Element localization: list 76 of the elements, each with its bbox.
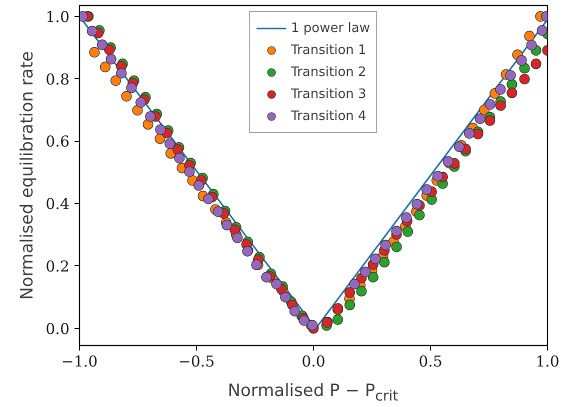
point bbox=[379, 256, 390, 268]
point bbox=[136, 97, 146, 108]
point bbox=[414, 210, 425, 220]
point bbox=[401, 212, 412, 223]
point bbox=[110, 75, 122, 86]
point bbox=[194, 180, 204, 191]
point bbox=[96, 40, 108, 50]
point bbox=[203, 194, 214, 204]
point bbox=[86, 26, 98, 36]
y-tick-label: 1.0 bbox=[46, 8, 70, 26]
point bbox=[104, 44, 115, 56]
point bbox=[516, 55, 527, 66]
x-tick-label: 1.0 bbox=[536, 352, 560, 370]
point bbox=[164, 138, 176, 149]
point bbox=[344, 300, 356, 310]
point bbox=[412, 198, 422, 210]
point bbox=[464, 128, 475, 139]
point bbox=[145, 111, 156, 122]
point bbox=[368, 272, 378, 282]
point bbox=[155, 124, 166, 135]
point bbox=[184, 166, 195, 178]
point bbox=[212, 206, 224, 217]
point bbox=[484, 99, 496, 110]
point bbox=[271, 278, 282, 290]
y-tick-label: 0.4 bbox=[46, 195, 70, 214]
y-axis-title: Normalised equilibration rate bbox=[18, 51, 38, 300]
point bbox=[519, 74, 530, 84]
point bbox=[261, 272, 272, 282]
point bbox=[495, 84, 506, 95]
point bbox=[391, 226, 402, 236]
point bbox=[106, 54, 116, 64]
point bbox=[332, 314, 344, 325]
x-tick-label: 0.0 bbox=[302, 352, 326, 370]
point bbox=[174, 152, 185, 164]
point bbox=[526, 40, 537, 50]
point bbox=[505, 70, 516, 81]
point bbox=[484, 115, 496, 126]
y-tick-label: 0.6 bbox=[46, 132, 70, 151]
point bbox=[126, 82, 137, 94]
point bbox=[232, 232, 243, 244]
y-tick-label: 0.8 bbox=[46, 70, 70, 88]
point bbox=[380, 240, 391, 250]
legend-label: Transition 1 bbox=[291, 42, 366, 58]
point bbox=[360, 266, 371, 278]
x-tick-label: 0.5 bbox=[418, 352, 442, 370]
point bbox=[116, 68, 127, 78]
x-tick-label: −0.5 bbox=[178, 352, 215, 370]
legend-label: Transition 2 bbox=[291, 64, 366, 80]
point bbox=[349, 278, 360, 290]
legend-label: 1 power law bbox=[291, 20, 370, 36]
y-tick-label: 0.0 bbox=[46, 320, 70, 338]
point bbox=[356, 286, 367, 297]
point bbox=[524, 30, 535, 42]
point bbox=[222, 220, 232, 230]
point bbox=[536, 25, 548, 36]
legend-label: Transition 3 bbox=[291, 86, 366, 102]
point bbox=[370, 253, 381, 264]
point bbox=[289, 306, 300, 316]
point bbox=[280, 292, 291, 302]
x-axis-title: Normalised P − P$_{crit}$ bbox=[226, 381, 400, 406]
point bbox=[132, 105, 143, 116]
point bbox=[391, 242, 402, 252]
point bbox=[530, 58, 542, 70]
point bbox=[89, 47, 100, 58]
point bbox=[402, 226, 414, 237]
point bbox=[121, 90, 132, 102]
point bbox=[344, 287, 356, 298]
point bbox=[100, 62, 111, 72]
y-tick-label: 0.2 bbox=[46, 257, 70, 276]
legend-label: Transition 4 bbox=[291, 108, 366, 124]
point bbox=[495, 100, 506, 111]
point bbox=[506, 88, 518, 98]
point bbox=[432, 170, 444, 182]
point bbox=[474, 113, 486, 124]
x-tick-label: −1.0 bbox=[61, 352, 98, 370]
point bbox=[421, 184, 432, 195]
